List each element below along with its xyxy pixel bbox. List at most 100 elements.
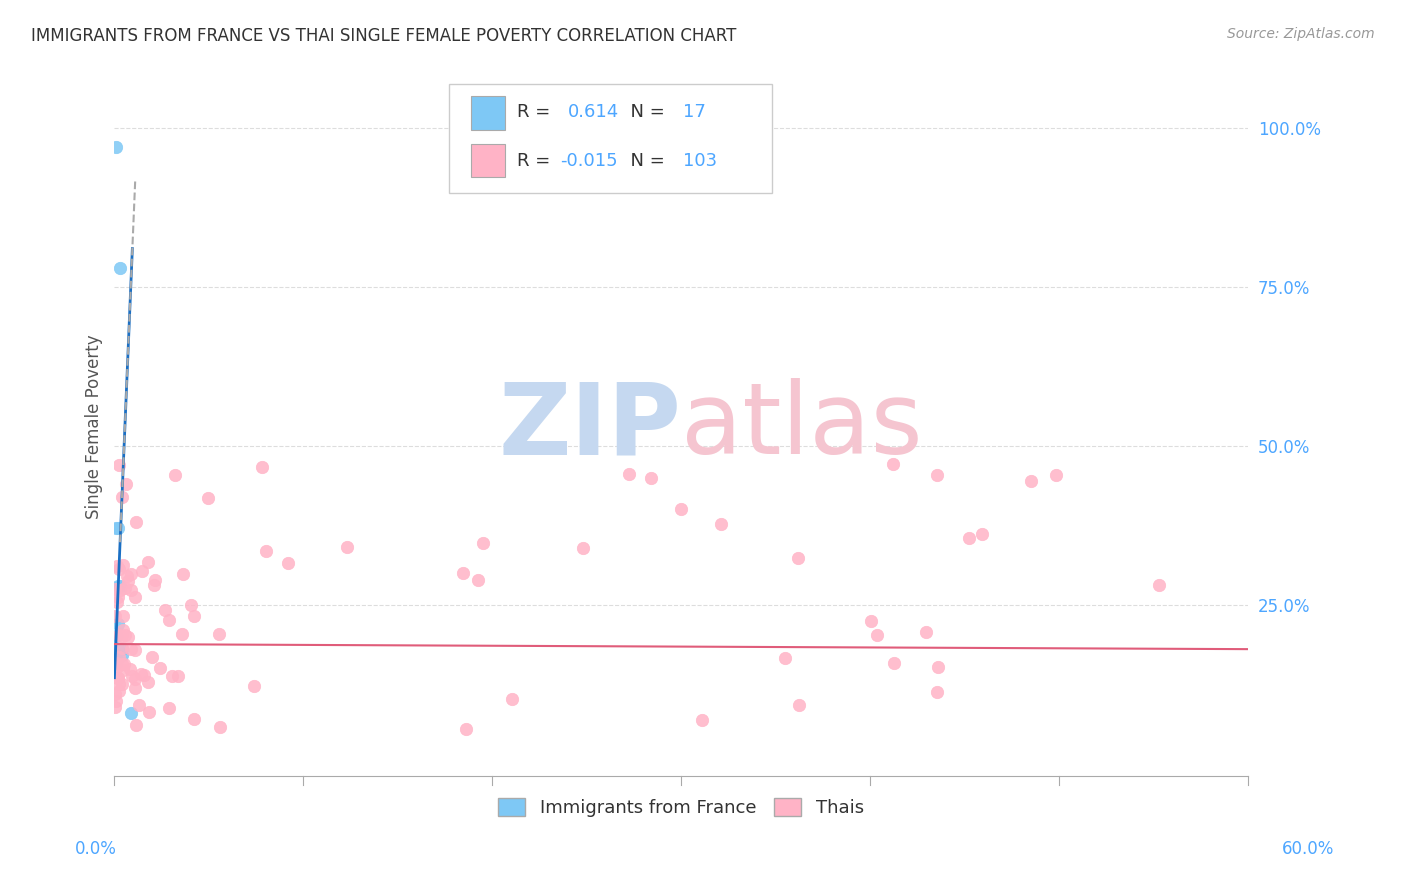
- Point: [787, 551, 810, 566]
- Point: [136, 555, 159, 569]
- Point: [107, 642, 129, 657]
- Point: [572, 541, 595, 556]
- Point: [183, 712, 205, 726]
- Text: ZIP: ZIP: [498, 378, 681, 475]
- FancyBboxPatch shape: [449, 85, 772, 193]
- Point: [121, 669, 143, 683]
- Point: [120, 582, 142, 597]
- Point: [467, 574, 489, 588]
- Point: [107, 562, 129, 576]
- Point: [105, 655, 128, 669]
- Point: [250, 460, 273, 475]
- Point: [155, 603, 177, 617]
- Point: [138, 705, 160, 719]
- Y-axis label: Single Female Poverty: Single Female Poverty: [86, 334, 103, 519]
- Point: [120, 642, 142, 657]
- Point: [112, 609, 135, 624]
- Point: [104, 694, 127, 708]
- Point: [105, 655, 128, 669]
- Point: [180, 599, 202, 613]
- Point: [105, 140, 128, 154]
- Legend: Immigrants from France, Thais: Immigrants from France, Thais: [491, 790, 872, 824]
- Point: [111, 648, 134, 663]
- Point: [111, 677, 134, 691]
- Point: [149, 661, 172, 675]
- Text: Source: ZipAtlas.com: Source: ZipAtlas.com: [1227, 27, 1375, 41]
- Point: [107, 671, 129, 685]
- Point: [108, 260, 131, 275]
- Point: [124, 718, 146, 732]
- Point: [105, 629, 128, 643]
- Point: [124, 672, 146, 686]
- Point: [167, 669, 190, 683]
- Point: [915, 624, 938, 639]
- Point: [107, 616, 129, 631]
- Point: [456, 722, 478, 736]
- Point: [105, 558, 128, 573]
- Point: [882, 457, 904, 471]
- Point: [124, 643, 146, 657]
- Point: [157, 613, 180, 627]
- Point: [114, 581, 136, 595]
- Point: [120, 567, 142, 582]
- Point: [336, 541, 359, 555]
- Point: [957, 531, 980, 545]
- Point: [501, 692, 523, 706]
- Point: [120, 706, 142, 720]
- Point: [129, 667, 152, 681]
- Bar: [471, 96, 506, 130]
- Point: [143, 573, 166, 587]
- Point: [111, 624, 134, 638]
- Point: [208, 720, 231, 734]
- Point: [105, 521, 128, 535]
- Point: [925, 685, 948, 699]
- Text: 103: 103: [683, 152, 717, 169]
- Text: R =: R =: [517, 103, 561, 121]
- Text: -0.015: -0.015: [560, 152, 617, 169]
- Point: [1045, 468, 1067, 483]
- Point: [118, 662, 141, 676]
- Point: [277, 556, 299, 570]
- Point: [710, 517, 733, 532]
- Point: [111, 663, 134, 677]
- Point: [104, 687, 127, 701]
- Point: [114, 477, 136, 491]
- Point: [128, 698, 150, 712]
- Point: [157, 700, 180, 714]
- Point: [108, 649, 131, 664]
- Point: [138, 674, 160, 689]
- Point: [108, 579, 131, 593]
- Point: [111, 642, 134, 657]
- Point: [111, 657, 134, 672]
- Text: 17: 17: [683, 103, 706, 121]
- Point: [472, 536, 495, 550]
- Point: [105, 642, 128, 657]
- Point: [451, 566, 474, 580]
- Point: [104, 700, 127, 714]
- Point: [124, 681, 146, 695]
- Point: [254, 543, 277, 558]
- Point: [108, 583, 131, 598]
- Point: [1021, 474, 1043, 488]
- Point: [111, 640, 134, 655]
- Point: [105, 660, 128, 674]
- Point: [104, 657, 127, 671]
- Point: [105, 648, 128, 663]
- Bar: [471, 144, 506, 178]
- Point: [640, 471, 662, 485]
- Point: [866, 628, 889, 642]
- Point: [141, 650, 163, 665]
- Text: 0.0%: 0.0%: [75, 840, 117, 858]
- Point: [183, 609, 205, 624]
- Point: [107, 579, 129, 593]
- Text: IMMIGRANTS FROM FRANCE VS THAI SINGLE FEMALE POVERTY CORRELATION CHART: IMMIGRANTS FROM FRANCE VS THAI SINGLE FE…: [31, 27, 737, 45]
- Point: [107, 591, 129, 605]
- Text: N =: N =: [619, 152, 671, 169]
- Point: [170, 626, 193, 640]
- Point: [669, 501, 692, 516]
- Point: [134, 667, 156, 681]
- Point: [690, 713, 713, 727]
- Point: [108, 677, 131, 691]
- Point: [110, 629, 132, 643]
- Point: [160, 669, 183, 683]
